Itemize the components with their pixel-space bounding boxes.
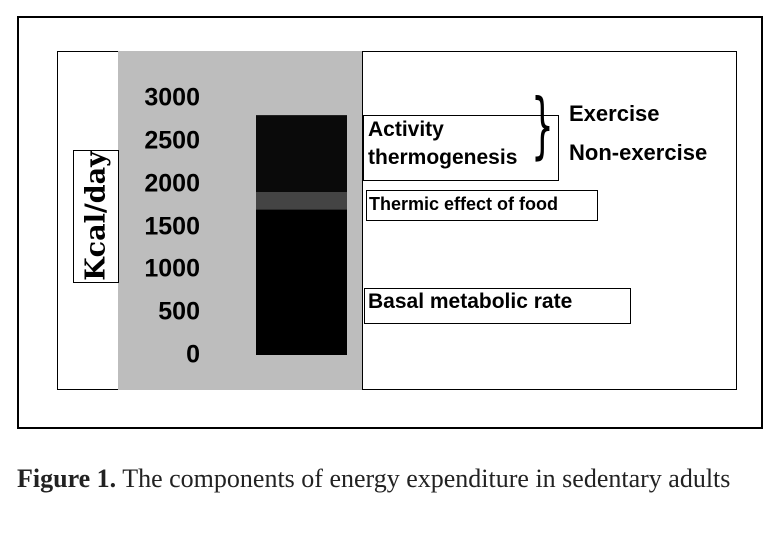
y-axis-label: Kcal/day [80,151,112,281]
figure-caption: Figure 1. The components of energy expen… [17,462,767,495]
y-tick-label: 1000 [144,254,200,283]
non-exercise-label: Non-exercise [569,140,708,165]
caption-text: The components of energy expenditure in … [116,464,731,493]
y-tick-label: 500 [158,297,200,326]
exercise-label: Exercise [569,101,660,126]
bmr-label: Basal metabolic rate [368,290,573,313]
y-tick-label: 2500 [144,126,200,155]
y-tick-label: 3000 [144,83,200,112]
y-tick-label: 1500 [144,212,200,240]
y-tick-label: 2000 [144,169,200,198]
activity-label-box [363,115,559,181]
brace-icon: } [531,83,554,167]
activity-label-line1: Activity [368,118,444,141]
y-axis-label-box [73,150,119,283]
activity-label-line2: thermogenesis [368,146,518,169]
bmr-label-box [364,288,631,324]
caption-label: Figure 1. [17,464,117,493]
y-tick-label: 0 [186,340,200,369]
tef-label: Thermic effect of food [369,194,559,214]
tef-label-box [366,190,598,221]
